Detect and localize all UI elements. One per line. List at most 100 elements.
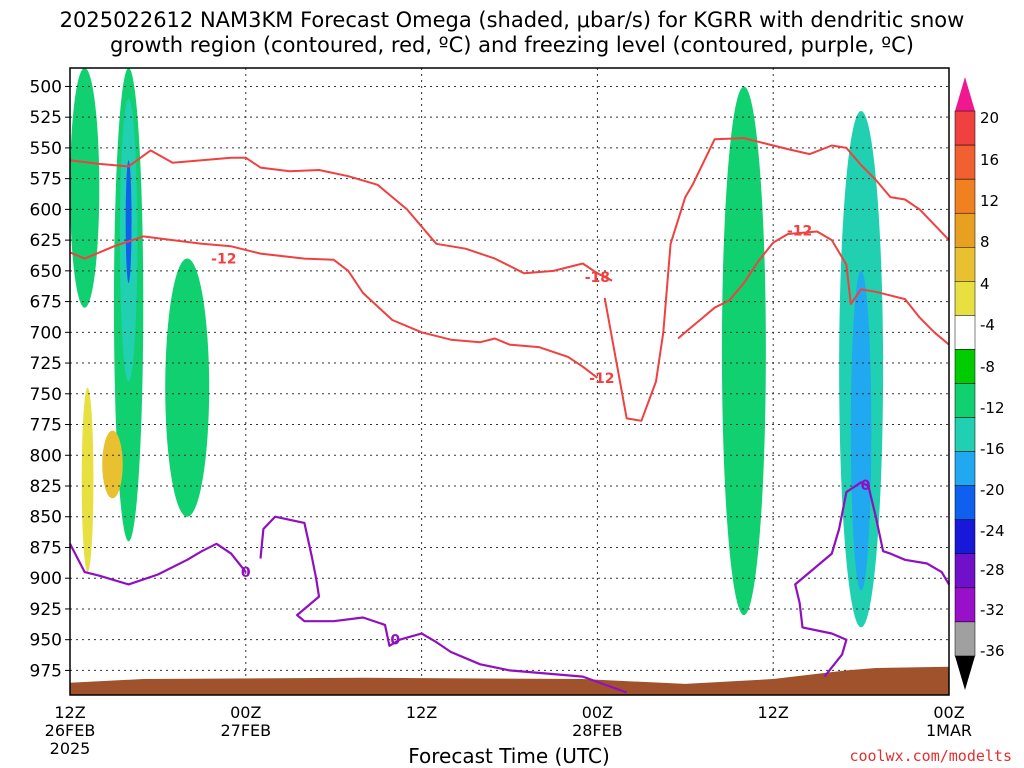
x-tick-label-1-0: 00Z	[230, 703, 261, 722]
chart-title-line-1: 2025022612 NAM3KM Forecast Omega (shaded…	[60, 8, 965, 32]
colorbar-label-0: 20	[980, 109, 999, 127]
y-tick-label-900: 900	[30, 569, 62, 589]
colorbar: 20 16 12 8 4 -4 -8 -12 -16 -20 -24 -28 -32 -36	[954, 77, 1005, 690]
colorbar-cell-16	[954, 621, 976, 657]
y-tick-label-675: 675	[30, 293, 62, 313]
colorbar-cell-2	[954, 144, 976, 180]
omega-region-6	[81, 387, 94, 573]
colorbar-cap-bottom	[955, 655, 975, 690]
contour-label-4: 0	[241, 565, 251, 581]
contour-labels: -12 -18 -12 -12 0 0 0	[211, 223, 870, 648]
y-tick-label-850: 850	[30, 508, 62, 528]
x-tick-label-2-0: 12Z	[406, 703, 437, 722]
contour-label-1: -18	[585, 270, 610, 286]
y-tick-label-500: 500	[30, 77, 62, 97]
colorbar-label-8: -16	[980, 440, 1005, 458]
colorbar-label-3: 8	[980, 233, 990, 251]
y-tick-label-825: 825	[30, 477, 62, 497]
y-tick-label-775: 775	[30, 416, 62, 436]
chart-title-line-2: growth region (contoured, red, ºC) and f…	[110, 33, 914, 57]
colorbar-label-10: -24	[980, 522, 1005, 540]
y-tick-label-575: 575	[30, 170, 62, 190]
colorbar-label-13: -36	[980, 642, 1005, 660]
colorbar-label-11: -28	[980, 561, 1005, 579]
y-tick-label-550: 550	[30, 139, 62, 159]
y-tick-label-650: 650	[30, 262, 62, 282]
terrain-fill	[70, 666, 949, 695]
x-tick-label-1-1: 27FEB	[220, 721, 271, 740]
colorbar-cell-3	[954, 178, 976, 214]
dgz-right-lower-contour	[677, 230, 950, 346]
y-tick-label-625: 625	[30, 231, 62, 251]
colorbar-label-6: -8	[980, 358, 995, 376]
y-tick-label-875: 875	[30, 538, 62, 558]
colorbar-label-4: 4	[980, 275, 990, 293]
y-tick-label-525: 525	[30, 108, 62, 128]
y-tick-label-950: 950	[30, 631, 62, 651]
colorbar-cap-top	[955, 77, 975, 112]
colorbar-cell-13	[954, 519, 976, 555]
contour-label-2: -12	[589, 371, 614, 387]
contour-label-3: -12	[787, 223, 812, 239]
y-tick-label-975: 975	[30, 661, 62, 681]
omega-region-5	[102, 430, 123, 499]
contour-label-6: 0	[861, 478, 871, 494]
colorbar-cell-11	[954, 451, 976, 486]
freezing-contour-mid	[259, 515, 628, 694]
colorbar-label-5: -4	[980, 316, 995, 334]
x-tick-label-5-0: 00Z	[933, 703, 964, 722]
x-tick-label-4-0: 12Z	[758, 703, 789, 722]
plot-background	[70, 68, 949, 695]
y-tick-label-600: 600	[30, 200, 62, 220]
freezing-contour-right	[794, 481, 950, 678]
omega-region-0	[70, 68, 100, 308]
colorbar-label-9: -20	[980, 481, 1005, 499]
colorbar-cell-8	[954, 349, 976, 384]
plot-area: -12 -18 -12 -12 0 0 0	[69, 67, 950, 696]
y-tick-label-925: 925	[30, 600, 62, 620]
colorbar-cell-10	[954, 417, 976, 452]
x-tick-label-0-2: 2025	[50, 739, 91, 758]
colorbar-label-7: -12	[980, 399, 1005, 417]
contour-lines	[69, 137, 950, 694]
y-tick-label-725: 725	[30, 354, 62, 374]
colorbar-cell-7	[954, 315, 976, 350]
freezing-contour-left	[69, 542, 247, 586]
contour-label-5: 0	[390, 633, 400, 649]
colorbar-label-1: 16	[980, 151, 999, 169]
contour-label-0: -12	[211, 252, 236, 268]
colorbar-cell-12	[954, 485, 976, 520]
plot-frame	[69, 67, 950, 696]
credit-text: coolwx.com/modelts	[849, 747, 1012, 765]
colorbar-cell-9	[954, 383, 976, 418]
y-axis: 500 525 550 575 600 625 650 675 700 725 750 775 800 8…	[30, 77, 70, 681]
colorbar-cell-15	[954, 587, 976, 623]
y-tick-label-700: 700	[30, 323, 62, 343]
grid-lines	[70, 68, 949, 695]
x-tick-label-0-0: 12Z	[54, 703, 85, 722]
dgz-upper-contour	[69, 149, 613, 282]
colorbar-label-12: -32	[980, 601, 1005, 619]
x-axis-title: Forecast Time (UTC)	[408, 744, 610, 768]
omega-shading	[70, 68, 884, 628]
omega-region-4	[165, 258, 210, 517]
omega-region-3	[125, 160, 132, 284]
omega-region-7	[721, 86, 766, 616]
y-tick-label-750: 750	[30, 385, 62, 405]
x-tick-label-5-1: 1MAR	[926, 721, 972, 740]
colorbar-label-2: 12	[980, 192, 999, 210]
colorbar-cell-4	[954, 212, 976, 248]
dgz-lower-contour	[69, 235, 599, 379]
y-tick-label-800: 800	[30, 446, 62, 466]
x-tick-label-0-1: 26FEB	[45, 721, 96, 740]
colorbar-cell-1	[954, 110, 976, 146]
omega-region-9	[850, 270, 872, 591]
terrain-area	[70, 666, 949, 695]
dgz-right-upper-contour	[603, 137, 950, 422]
colorbar-cell-6	[954, 281, 976, 316]
colorbar-cell-5	[954, 247, 976, 282]
x-tick-label-3-1: 28FEB	[572, 721, 623, 740]
x-tick-label-3-0: 00Z	[582, 703, 613, 722]
